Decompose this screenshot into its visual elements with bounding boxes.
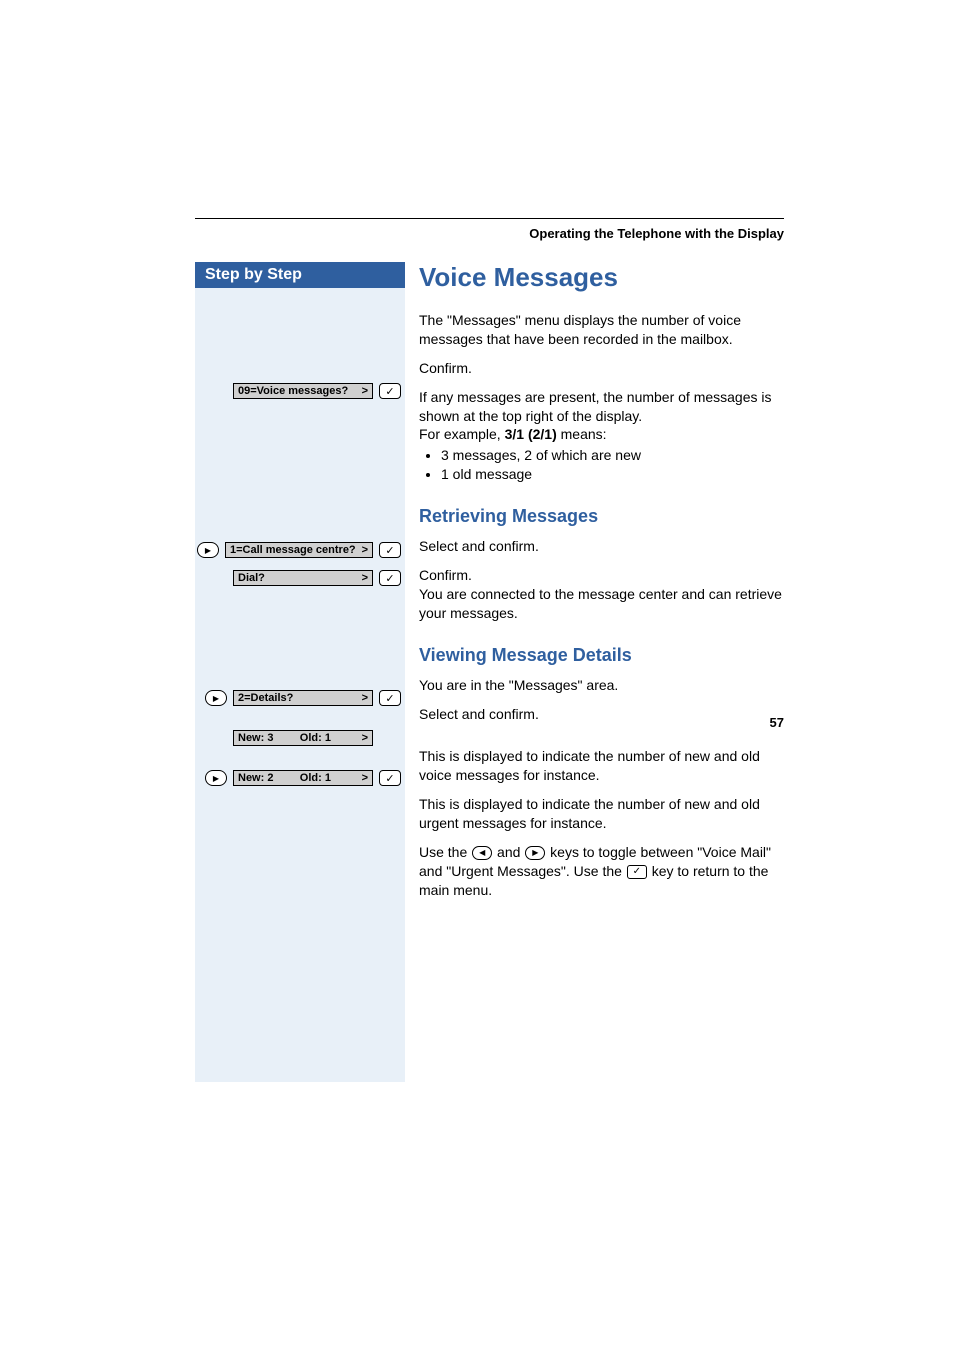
- step-call-centre: 1=Call message centre? >: [197, 542, 401, 558]
- toggle-mid1: and: [493, 844, 524, 860]
- display-call-centre: 1=Call message centre? >: [225, 542, 373, 558]
- ok-key-icon: [379, 383, 401, 399]
- nav-left-icon: [472, 846, 492, 860]
- ok-key-icon: [379, 542, 401, 558]
- intro-text: The "Messages" menu displays the number …: [419, 311, 784, 349]
- display-voice-messages: 09=Voice messages? >: [233, 383, 373, 399]
- bullet-1: 3 messages, 2 of which are new: [441, 446, 784, 465]
- chevron-right-icon: >: [362, 572, 368, 584]
- chevron-right-icon: >: [362, 544, 368, 556]
- running-head: Operating the Telephone with the Display: [529, 226, 784, 241]
- toggle-pre: Use the: [419, 844, 471, 860]
- display-text: 1=Call message centre?: [230, 544, 356, 556]
- step-dial: Dial? >: [233, 570, 401, 586]
- toggle-text: Use the and keys to toggle between "Voic…: [419, 843, 784, 900]
- present-pre: For example,: [419, 426, 505, 442]
- main-content: Voice Messages The "Messages" menu displ…: [405, 262, 784, 910]
- step-voice-messages: 09=Voice messages? >: [233, 383, 401, 399]
- chevron-right-icon: >: [362, 385, 368, 397]
- present-text: If any messages are present, the number …: [419, 388, 784, 445]
- row5-text: This is displayed to indicate the number…: [419, 747, 784, 785]
- chevron-right-icon: >: [362, 692, 368, 704]
- step-details: 2=Details? >: [205, 690, 401, 706]
- chevron-right-icon: >: [362, 732, 368, 744]
- in-area-text: You are in the "Messages" area.: [419, 676, 784, 695]
- dial-text: You are connected to the message center …: [419, 586, 782, 621]
- confirm-text-2: Confirm.: [419, 567, 472, 583]
- present-bold: 3/1 (2/1): [505, 426, 557, 442]
- present-post: means:: [557, 426, 607, 442]
- display-dial: Dial? >: [233, 570, 373, 586]
- old-label: Old: 1: [300, 732, 350, 744]
- new-label: New: 3: [238, 732, 288, 744]
- step-new3-old1: New: 3 Old: 1 >: [233, 730, 373, 746]
- ok-key-icon: [379, 570, 401, 586]
- confirm-text-1: Confirm.: [419, 359, 784, 378]
- ok-key-icon: [379, 690, 401, 706]
- nav-right-icon: [205, 690, 227, 706]
- nav-right-icon: [205, 770, 227, 786]
- dial-block: Confirm. You are connected to the messag…: [419, 566, 784, 623]
- heading-retrieving: Retrieving Messages: [419, 506, 784, 527]
- select-confirm-1: Select and confirm.: [419, 537, 784, 556]
- heading-viewing: Viewing Message Details: [419, 645, 784, 666]
- nav-right-icon: [525, 846, 545, 860]
- sidebar: Step by Step 09=Voice messages? > 1=Call…: [195, 262, 405, 910]
- display-new2-old1: New: 2 Old: 1 >: [233, 770, 373, 786]
- chevron-right-icon: >: [362, 772, 368, 784]
- display-text: 09=Voice messages?: [238, 385, 348, 397]
- row6-text: This is displayed to indicate the number…: [419, 795, 784, 833]
- ok-key-icon: [379, 770, 401, 786]
- page-number: 57: [770, 715, 784, 730]
- example-bullets: 3 messages, 2 of which are new 1 old mes…: [419, 446, 784, 484]
- display-text: Dial?: [238, 572, 265, 584]
- old-label: Old: 1: [300, 772, 350, 784]
- header-rule: [195, 218, 784, 219]
- present-line1: If any messages are present, the number …: [419, 389, 772, 424]
- display-details: 2=Details? >: [233, 690, 373, 706]
- step-new2-old1: New: 2 Old: 1 >: [205, 770, 401, 786]
- select-confirm-2: Select and confirm.: [419, 705, 784, 724]
- nav-right-icon: [197, 542, 219, 558]
- heading-voice-messages: Voice Messages: [419, 262, 784, 293]
- ok-key-icon: [627, 865, 647, 879]
- sidebar-title: Step by Step: [195, 262, 405, 288]
- display-new3-old1: New: 3 Old: 1 >: [233, 730, 373, 746]
- new-label: New: 2: [238, 772, 288, 784]
- bullet-2: 1 old message: [441, 465, 784, 484]
- display-text: 2=Details?: [238, 692, 293, 704]
